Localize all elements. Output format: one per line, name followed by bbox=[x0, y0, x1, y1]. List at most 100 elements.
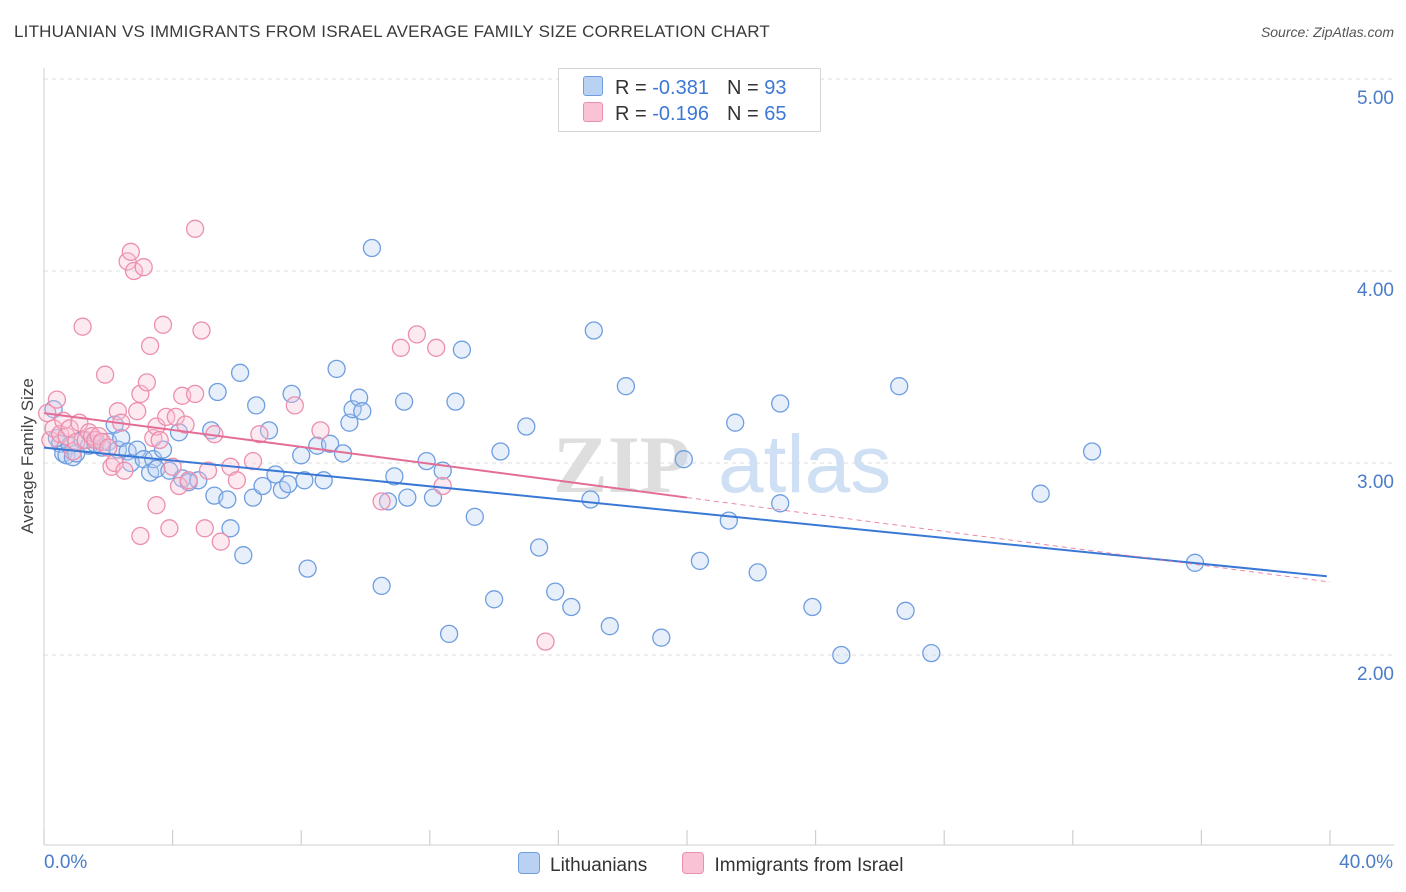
lithuanian-point bbox=[803, 597, 822, 617]
israel-point bbox=[179, 471, 198, 490]
y-tick-label: 4.00 bbox=[1357, 280, 1394, 301]
israel-point bbox=[115, 461, 134, 480]
lithuanian-point bbox=[446, 392, 465, 411]
israel-point bbox=[50, 425, 70, 444]
lithuanian-point bbox=[218, 490, 237, 509]
lithuanian-point bbox=[398, 488, 417, 507]
lithuanian-point bbox=[353, 402, 372, 421]
blue-swatch-icon bbox=[518, 852, 540, 874]
y-tick-label: 3.00 bbox=[1357, 472, 1394, 493]
israel-point bbox=[176, 415, 195, 434]
israel-point bbox=[185, 384, 205, 404]
israel-point bbox=[147, 496, 166, 515]
lithuanian-point bbox=[295, 471, 314, 490]
y-tick-labels: 2.00 3.00 4.00 5.00 bbox=[1357, 88, 1394, 685]
stats-legend: R = -0.381 N = 93 R = -0.196 N = 65 bbox=[558, 68, 821, 132]
trend-lines bbox=[43, 412, 1331, 583]
r-value-lithuanians: -0.381 bbox=[652, 77, 709, 99]
r-value-israel: -0.196 bbox=[652, 103, 709, 125]
lithuanian-point bbox=[298, 559, 317, 578]
pink-swatch-icon bbox=[583, 102, 603, 122]
israel-point bbox=[128, 402, 147, 421]
israel-point bbox=[124, 261, 144, 281]
lithuanian-point bbox=[896, 601, 915, 620]
israel-point bbox=[198, 461, 218, 480]
y-tick-label: 5.00 bbox=[1357, 88, 1394, 109]
lithuanian-point bbox=[279, 474, 298, 494]
lithuanian-point bbox=[546, 582, 565, 601]
legend-item-lithuanians[interactable]: Lithuanians bbox=[518, 852, 647, 877]
lithuanian-point bbox=[922, 643, 941, 663]
lithuanian-point bbox=[417, 451, 436, 471]
lithuanian-point bbox=[652, 628, 671, 647]
lithuanian-point bbox=[189, 471, 208, 490]
y-axis-label: Average Family Size bbox=[18, 378, 37, 534]
lithuanian-point bbox=[584, 321, 603, 340]
pink-swatch-icon bbox=[682, 852, 705, 874]
lithuanian-point bbox=[452, 340, 472, 359]
lithuanian-point bbox=[208, 382, 227, 402]
lithuanian-point bbox=[771, 494, 790, 513]
lithuanian-point bbox=[484, 590, 504, 609]
israel-point bbox=[131, 526, 150, 546]
lithuanian-point bbox=[423, 488, 443, 507]
israel-trend-line bbox=[43, 412, 688, 499]
israel-point bbox=[195, 519, 214, 538]
lithuanian-point bbox=[439, 624, 459, 644]
blue-swatch-icon bbox=[583, 76, 603, 96]
chart-title: LITHUANIAN VS IMMIGRANTS FROM ISRAEL AVE… bbox=[14, 22, 771, 41]
lithuanian-point bbox=[1082, 442, 1102, 461]
data-points bbox=[38, 219, 1205, 665]
x-tick-label-min: 0.0% bbox=[44, 852, 88, 873]
lithuanian-point bbox=[832, 645, 851, 665]
lithuanian-point bbox=[259, 421, 279, 440]
israel-point bbox=[157, 407, 176, 427]
lithuanian-point bbox=[581, 490, 600, 509]
lithuanian-point bbox=[247, 396, 266, 415]
israel-point bbox=[121, 242, 140, 261]
israel-point bbox=[118, 252, 137, 271]
israel-point bbox=[185, 219, 205, 238]
n-value-lithuanians: 93 bbox=[764, 77, 787, 99]
israel-point bbox=[99, 438, 118, 457]
lithuanian-point bbox=[340, 413, 359, 432]
israel-point bbox=[140, 336, 160, 356]
y-tick-label: 2.00 bbox=[1357, 664, 1394, 685]
lithuanian-point bbox=[221, 519, 240, 538]
israel-point bbox=[427, 338, 446, 357]
lithuanian-point bbox=[517, 417, 536, 436]
lithuanian-point bbox=[230, 363, 250, 382]
israel-point bbox=[47, 390, 67, 409]
israel-point bbox=[163, 457, 182, 476]
lithuanian-point bbox=[890, 377, 909, 396]
n-value-israel: 65 bbox=[764, 103, 787, 125]
israel-point bbox=[160, 519, 179, 538]
lithuanian-point bbox=[372, 576, 391, 596]
israel-point bbox=[433, 476, 452, 496]
legend-item-israel[interactable]: Immigrants from Israel bbox=[682, 852, 903, 877]
lithuanian-point bbox=[320, 434, 340, 453]
lithuanian-point bbox=[616, 377, 636, 396]
axes bbox=[43, 68, 1394, 846]
watermark: ZIP atlas bbox=[553, 419, 891, 510]
watermark-zip: ZIP bbox=[553, 419, 690, 510]
israel-point bbox=[311, 421, 330, 440]
israel-point bbox=[150, 430, 169, 450]
lithuanian-point bbox=[748, 563, 767, 582]
lithuanian-point bbox=[600, 617, 619, 636]
lithuanian-point bbox=[394, 392, 414, 411]
watermark-atlas: atlas bbox=[718, 419, 891, 510]
source-label: Source: ZipAtlas.com bbox=[1260, 24, 1394, 40]
lithuanian-point bbox=[378, 492, 398, 511]
lithuanian-point bbox=[719, 511, 738, 530]
israel-point bbox=[285, 396, 304, 415]
israel-point bbox=[227, 471, 247, 490]
israel-point bbox=[536, 632, 555, 651]
lithuanian-point bbox=[282, 384, 301, 404]
israel-point bbox=[192, 321, 211, 340]
stats-legend-row-lithuanians: R = -0.381 N = 93 bbox=[583, 76, 786, 100]
israel-point bbox=[131, 384, 150, 404]
lithuanian-point bbox=[1031, 484, 1050, 503]
lithuanian-trend-line bbox=[43, 446, 1327, 578]
israel-point bbox=[137, 373, 157, 392]
